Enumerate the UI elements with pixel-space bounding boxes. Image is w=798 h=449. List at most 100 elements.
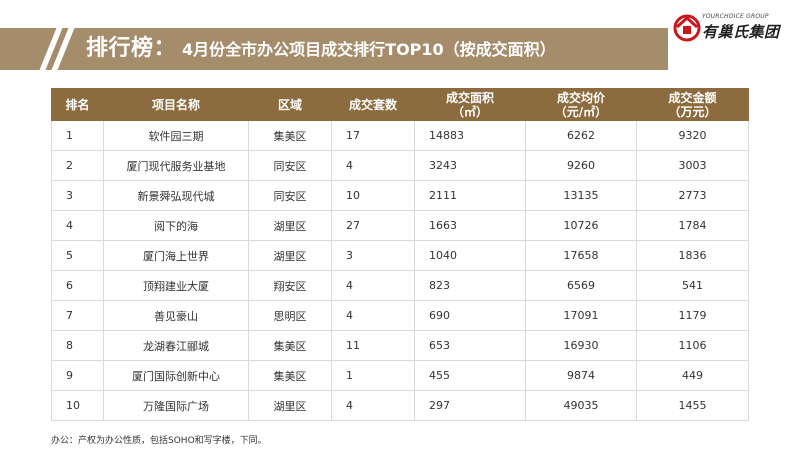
column-header: 项目名称 xyxy=(103,88,249,121)
table-cell: 2111 xyxy=(414,180,526,211)
table-cell: 17658 xyxy=(525,240,637,271)
table-row: 3 新景舜弘现代城 同安区 10 2111 13135 2773 xyxy=(51,180,749,211)
column-header-label: 成交套数 xyxy=(348,97,397,112)
column-header-label: 区域 xyxy=(277,97,302,112)
table-row: 4 阅下的海 湖里区 27 1663 10726 1784 xyxy=(51,210,749,241)
table-cell: 8 xyxy=(51,330,104,361)
table-cell: 49035 xyxy=(525,390,637,421)
table-cell: 厦门国际创新中心 xyxy=(103,360,249,391)
column-header: 排名 xyxy=(51,88,104,121)
table-cell: 1836 xyxy=(636,240,749,271)
table-cell: 顶翔建业大厦 xyxy=(103,270,249,301)
table-row: 1 软件园三期 集美区 17 14883 6262 9320 xyxy=(51,120,749,151)
page-title-sub: 4月份全市办公项目成交排行TOP10（按成交面积） xyxy=(182,40,556,59)
table-cell: 1106 xyxy=(636,330,749,361)
table-row: 2 厦门现代服务业基地 同安区 4 3243 9260 3003 xyxy=(51,150,749,181)
table-cell: 软件园三期 xyxy=(103,120,249,151)
table-cell: 新景舜弘现代城 xyxy=(103,180,249,211)
footnote: 办公：产权为办公性质，包括SOHO和写字楼，下同。 xyxy=(51,436,267,446)
column-header: 成交金额 （万元） xyxy=(636,88,749,121)
table-cell: 297 xyxy=(414,390,526,421)
table-cell: 厦门海上世界 xyxy=(103,240,249,271)
table-cell: 龙湖春江郦城 xyxy=(103,330,249,361)
column-header-label: 排名 xyxy=(65,97,90,112)
table-cell: 1 xyxy=(51,120,104,151)
table-cell: 11 xyxy=(331,330,415,361)
table-row: 7 善见豪山 思明区 4 690 17091 1179 xyxy=(51,300,749,331)
column-header: 区域 xyxy=(248,88,332,121)
column-header: 成交面积 （㎡） xyxy=(414,88,526,121)
table-cell: 1663 xyxy=(414,210,526,241)
table-cell: 6 xyxy=(51,270,104,301)
table-cell: 2 xyxy=(51,150,104,181)
table-cell: 湖里区 xyxy=(248,240,332,271)
table-cell: 10 xyxy=(331,180,415,211)
table-row: 6 顶翔建业大厦 翔安区 4 823 6569 541 xyxy=(51,270,749,301)
table-cell: 翔安区 xyxy=(248,270,332,301)
table-cell: 集美区 xyxy=(248,330,332,361)
column-header: 成交套数 xyxy=(331,88,415,121)
table-cell: 14883 xyxy=(414,120,526,151)
table-cell: 4 xyxy=(51,210,104,241)
table-cell: 5 xyxy=(51,240,104,271)
table-cell: 阅下的海 xyxy=(103,210,249,241)
table-row: 10 万隆国际广场 湖里区 4 297 49035 1455 xyxy=(51,390,749,421)
table-cell: 万隆国际广场 xyxy=(103,390,249,421)
table-cell: 思明区 xyxy=(248,300,332,331)
table-cell: 9 xyxy=(51,360,104,391)
brand-logo: YOURCHOICE GROUP 有巢氏集团 xyxy=(672,8,794,48)
table-cell: 449 xyxy=(636,360,749,391)
logo-text-en: YOURCHOICE GROUP xyxy=(702,13,769,20)
column-header-label: 成交均价 xyxy=(556,90,605,105)
table-cell: 1 xyxy=(331,360,415,391)
table-cell: 16930 xyxy=(525,330,637,361)
column-header-unit: （㎡） xyxy=(451,104,488,119)
table-cell: 同安区 xyxy=(248,150,332,181)
table-cell: 9320 xyxy=(636,120,749,151)
column-header-unit: （元/㎡） xyxy=(554,104,608,119)
table-cell: 善见豪山 xyxy=(103,300,249,331)
column-header-label: 成交金额 xyxy=(668,90,717,105)
table-cell: 9874 xyxy=(525,360,637,391)
table-cell: 10 xyxy=(51,390,104,421)
table-cell: 1455 xyxy=(636,390,749,421)
table-cell: 823 xyxy=(414,270,526,301)
page-title-main: 排行榜： xyxy=(86,36,177,61)
table-cell: 集美区 xyxy=(248,120,332,151)
column-header: 成交均价 （元/㎡） xyxy=(525,88,637,121)
table-cell: 厦门现代服务业基地 xyxy=(103,150,249,181)
table-row: 9 厦门国际创新中心 集美区 1 455 9874 449 xyxy=(51,360,749,391)
table-row: 8 龙湖春江郦城 集美区 11 653 16930 1106 xyxy=(51,330,749,361)
table-cell: 3 xyxy=(51,180,104,211)
table-cell: 7 xyxy=(51,300,104,331)
table-cell: 3243 xyxy=(414,150,526,181)
logo-text-cn: 有巢氏集团 xyxy=(702,23,780,41)
table-cell: 455 xyxy=(414,360,526,391)
table-cell: 6569 xyxy=(525,270,637,301)
table-cell: 湖里区 xyxy=(248,390,332,421)
page-title: 排行榜： 4月份全市办公项目成交排行TOP10（按成交面积） xyxy=(86,28,556,70)
table-cell: 17 xyxy=(331,120,415,151)
table-cell: 4 xyxy=(331,300,415,331)
table-cell: 9260 xyxy=(525,150,637,181)
table-cell: 13135 xyxy=(525,180,637,211)
table-cell: 3 xyxy=(331,240,415,271)
table-cell: 湖里区 xyxy=(248,210,332,241)
table-cell: 653 xyxy=(414,330,526,361)
table-cell: 1179 xyxy=(636,300,749,331)
column-header-label: 项目名称 xyxy=(151,97,200,112)
table-cell: 4 xyxy=(331,390,415,421)
table-header-row: 排名 项目名称 区域 成交套数 成交面积 （㎡） 成交均价 （元/㎡） 成交金额 （万元） xyxy=(51,88,749,121)
table-cell: 690 xyxy=(414,300,526,331)
table-cell: 3003 xyxy=(636,150,749,181)
title-bar: 排行榜： 4月份全市办公项目成交排行TOP10（按成交面积） xyxy=(0,28,668,70)
table-cell: 10726 xyxy=(525,210,637,241)
table-cell: 1040 xyxy=(414,240,526,271)
table-cell: 1784 xyxy=(636,210,749,241)
table-cell: 4 xyxy=(331,270,415,301)
house-logo-icon xyxy=(673,14,701,42)
table-cell: 6262 xyxy=(525,120,637,151)
table-body: 1 软件园三期 集美区 17 14883 6262 9320 2 厦门现代服务业基地 同安区 4 32… xyxy=(51,120,749,421)
table-row: 5 厦门海上世界 湖里区 3 1040 17658 1836 xyxy=(51,240,749,271)
table-cell: 17091 xyxy=(525,300,637,331)
